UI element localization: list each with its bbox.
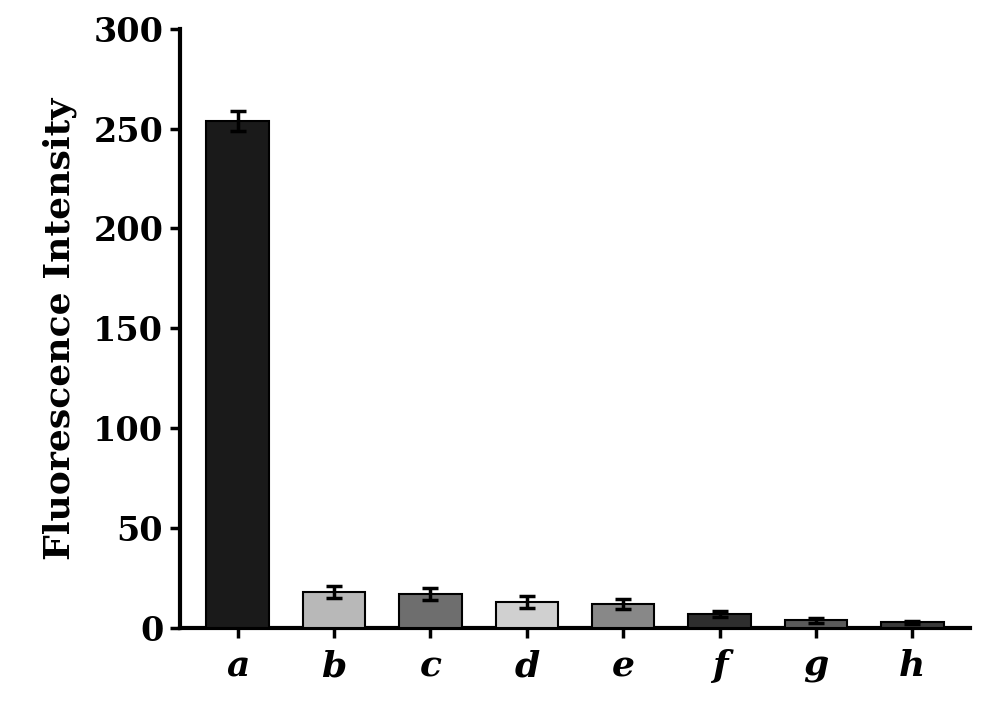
Y-axis label: Fluorescence Intensity: Fluorescence Intensity — [42, 97, 77, 560]
Bar — [688, 614, 751, 628]
Bar — [303, 593, 365, 628]
Bar — [881, 623, 944, 628]
Bar — [592, 604, 654, 628]
Bar — [496, 603, 558, 628]
Bar — [399, 594, 462, 628]
Bar — [206, 121, 269, 628]
Bar — [785, 620, 847, 628]
